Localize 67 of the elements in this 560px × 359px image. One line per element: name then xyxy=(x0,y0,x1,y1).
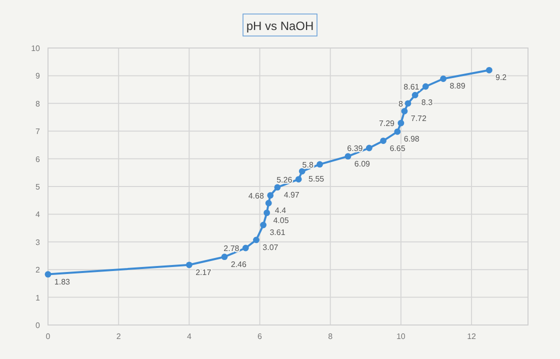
data-label: 8.3 xyxy=(421,98,434,108)
point xyxy=(380,138,386,144)
data-label: 5.26 xyxy=(276,175,293,184)
data-label: 3.07 xyxy=(262,242,279,252)
data-label: 8.89 xyxy=(450,82,466,91)
data-label: 1.83 xyxy=(54,277,71,286)
point xyxy=(486,66,492,74)
point xyxy=(260,222,266,228)
data-label: 4.4 xyxy=(274,206,287,216)
point xyxy=(295,176,302,182)
y-tick-label: 2 xyxy=(36,266,41,275)
point xyxy=(316,161,323,168)
data-label: 8.61 xyxy=(404,82,420,92)
y-tick-label: 7 xyxy=(36,127,41,136)
y-tick-label: 1 xyxy=(36,293,41,302)
y-tick-label: 10 xyxy=(31,44,41,53)
data-label: 6.09 xyxy=(354,159,371,168)
data-label: 2.17 xyxy=(196,268,212,277)
y-tick-label: 6 xyxy=(36,154,41,164)
x-tick-label: 8 xyxy=(328,332,334,341)
point xyxy=(366,144,372,152)
point xyxy=(274,184,281,191)
point xyxy=(344,153,352,160)
y-tick-label: 3 xyxy=(36,238,41,247)
data-label: 6.65 xyxy=(390,144,406,153)
point xyxy=(394,128,401,135)
x-tick-label: 12 xyxy=(467,332,477,341)
y-tick-label: 5 xyxy=(36,182,41,192)
point xyxy=(440,76,446,82)
point xyxy=(221,254,228,260)
data-label: 2.46 xyxy=(230,260,248,269)
point xyxy=(242,244,249,252)
data-label: 4.97 xyxy=(284,190,300,200)
chart-title: pH vs NaOH xyxy=(246,19,314,33)
data-label: 6.39 xyxy=(347,144,364,153)
x-tick-label: 2 xyxy=(116,332,122,341)
x-tick-label: 6 xyxy=(258,332,263,341)
data-label: 7.29 xyxy=(378,119,396,128)
point xyxy=(265,200,272,206)
point xyxy=(422,83,429,90)
point xyxy=(401,108,408,114)
data-label: 4.68 xyxy=(248,191,264,200)
y-tick-label: 0 xyxy=(36,321,41,330)
x-tick-label: 4 xyxy=(186,332,192,341)
data-label: 9.2 xyxy=(496,73,508,82)
point xyxy=(253,236,260,244)
point xyxy=(186,262,192,268)
x-tick-label: 0 xyxy=(46,332,51,341)
data-label: 7.72 xyxy=(410,114,428,124)
x-tick-label: 10 xyxy=(396,332,406,341)
point xyxy=(412,92,418,98)
point xyxy=(404,100,412,107)
point xyxy=(264,210,270,216)
data-label: 5.8 xyxy=(302,160,314,170)
point xyxy=(398,120,404,126)
data-label: 6.98 xyxy=(404,134,420,144)
point xyxy=(298,168,306,174)
data-label: 3.61 xyxy=(270,228,286,238)
data-label: 2.78 xyxy=(224,244,240,253)
y-tick-label: 9 xyxy=(36,72,41,81)
y-tick-label: 4 xyxy=(36,210,41,220)
data-label: 5.55 xyxy=(308,174,325,184)
y-tick-label: 8 xyxy=(36,99,41,108)
data-label: 4.05 xyxy=(273,216,290,225)
data-label: 8 xyxy=(398,99,404,108)
point xyxy=(44,271,52,278)
point xyxy=(267,192,274,199)
